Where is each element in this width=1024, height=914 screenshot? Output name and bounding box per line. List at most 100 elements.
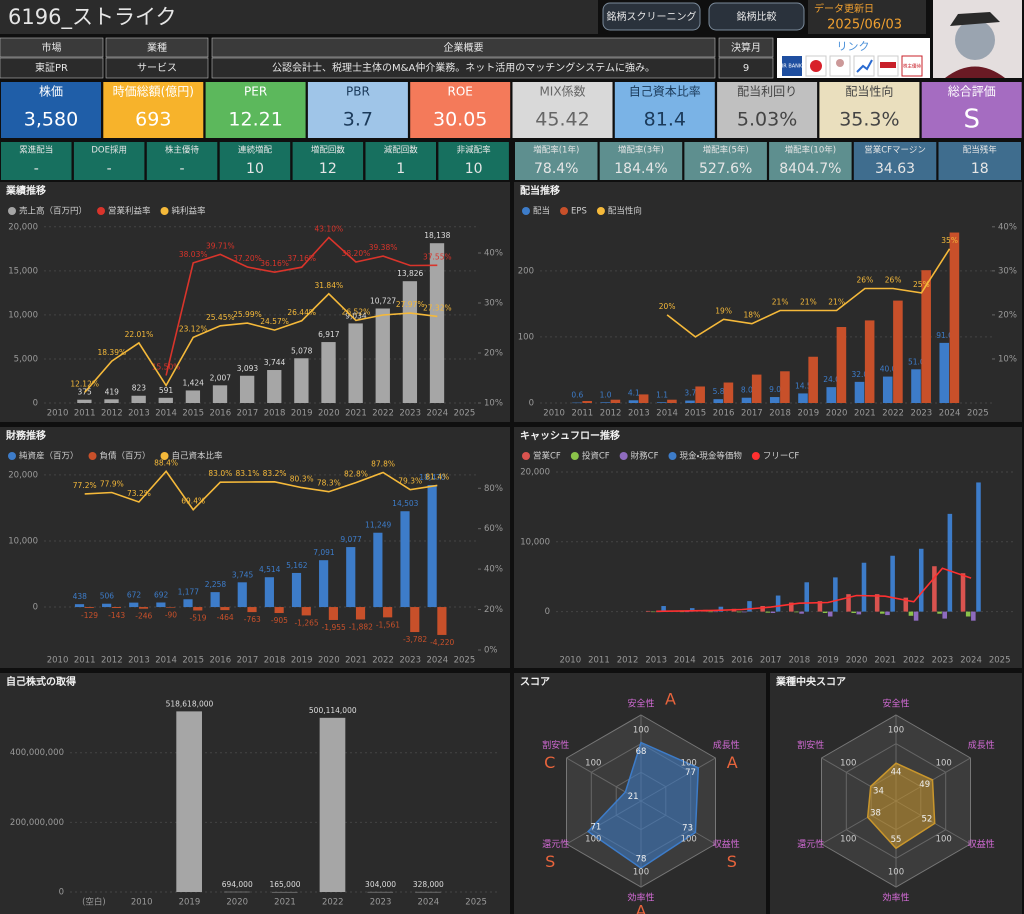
y-tick-label: 0 — [545, 607, 550, 617]
bar — [348, 323, 363, 403]
radar-value-label: 78 — [636, 855, 647, 865]
bar — [780, 371, 790, 403]
stat-value: - — [180, 161, 185, 177]
bar-value-label: 694,000 — [222, 880, 253, 889]
screening-button[interactable] — [602, 2, 701, 31]
radar-tick-label: 100 — [936, 759, 952, 769]
radar-axis-label: 効率性 — [627, 892, 654, 904]
bar — [267, 370, 282, 403]
legend-label: 配当性向 — [608, 206, 642, 217]
chart-title: 自己株式の取得 — [6, 675, 76, 688]
legend-label: 自己資本比率 — [172, 451, 224, 462]
stat-card — [853, 142, 937, 180]
bar-value-label: -143 — [108, 611, 125, 620]
line-value-label: 18.39% — [98, 348, 127, 357]
bar — [77, 399, 92, 403]
kpi-label: 配当性向 — [845, 84, 893, 99]
bar-value-label: 304,000 — [365, 880, 396, 889]
stat-label: 連続増配 — [238, 145, 273, 156]
bar — [864, 320, 875, 403]
bar — [804, 582, 810, 612]
line-value-label: 37.16% — [287, 254, 316, 263]
y-tick-label: 200,000,000 — [10, 818, 64, 828]
bar — [861, 562, 867, 612]
bar — [679, 611, 685, 613]
line — [656, 567, 972, 613]
radar-axis-label: 収益性 — [968, 838, 995, 850]
screening-button-label[interactable]: 銘柄スクリーニング — [607, 10, 697, 23]
legend-marker — [619, 452, 628, 460]
x-tick-label: 2017 — [237, 409, 259, 419]
bar-value-label: 4.1 — [628, 388, 640, 397]
bar-value-label: 10,727 — [370, 297, 396, 306]
kabutan-mark — [810, 60, 822, 72]
bar — [794, 611, 799, 613]
kpi-label: ROE — [448, 85, 473, 99]
bar — [367, 891, 394, 893]
avatar — [933, 0, 1022, 78]
bar-value-label: 6,917 — [318, 330, 340, 339]
line-value-label: 37.55% — [423, 252, 452, 261]
kpi-card — [307, 82, 408, 138]
avatar-hat — [950, 12, 1000, 26]
x-tick-label: 2024 — [426, 409, 448, 419]
bar-value-label: -3,782 — [403, 635, 427, 644]
bar — [375, 308, 390, 403]
x-tick-label: 2025 — [967, 409, 989, 419]
bar-value-label: -519 — [190, 613, 207, 622]
compare-button-label[interactable]: 銘柄比較 — [737, 10, 777, 23]
radar-axis-label: 効率性 — [882, 892, 909, 904]
update-label: データ更新日 — [814, 2, 874, 15]
bar — [949, 232, 960, 403]
bar — [718, 606, 724, 612]
yutai-icon-label[interactable]: 株主優待 — [903, 63, 921, 70]
x-tick-label: 2018 — [788, 656, 810, 666]
irbank-icon-label[interactable]: IR BANK — [782, 64, 803, 70]
x-tick-label: 2017 — [741, 409, 763, 419]
legend-label: 現金・現金等価物 — [679, 451, 742, 462]
kpi-value: 693 — [135, 109, 171, 131]
x-tick-label: 2019 — [291, 409, 313, 419]
radar-value-label: 55 — [891, 835, 902, 845]
compare-button[interactable] — [708, 2, 805, 31]
bar — [713, 399, 724, 403]
line-value-label: 26.52% — [342, 307, 371, 316]
bar — [437, 607, 447, 635]
bar-value-label: 518,618,000 — [166, 699, 214, 708]
yutai-icon[interactable] — [901, 55, 923, 77]
y2-tick-label: 10% — [484, 399, 503, 409]
line-value-label: 87.8% — [371, 459, 395, 468]
line-value-label: 21% — [800, 298, 817, 307]
x-tick-label: 2021 — [345, 409, 367, 419]
bar — [808, 356, 818, 403]
chart-title: 業種中央スコア — [775, 675, 846, 688]
kpi-label: MIX係数 — [539, 84, 585, 99]
bar — [415, 891, 441, 893]
info-value: 9 — [743, 63, 749, 74]
x-tick-label: 2025 — [989, 656, 1011, 666]
bar-value-label: 500,114,000 — [309, 706, 357, 715]
bar-value-label: 9,077 — [340, 535, 362, 544]
bar — [921, 270, 931, 403]
radar-area — [866, 762, 936, 850]
bar-value-label: -464 — [217, 613, 234, 622]
radar-grade: S — [727, 852, 737, 871]
line-value-label: 21% — [772, 298, 789, 307]
info-label: 業種 — [147, 41, 167, 54]
irbank-icon[interactable] — [782, 56, 802, 76]
line-value-label: 21% — [828, 298, 845, 307]
line-value-label: 15.50% — [152, 363, 181, 372]
bar — [193, 607, 203, 611]
info-header-cell — [0, 37, 104, 58]
radar-value-label: 77 — [685, 768, 696, 778]
bar-value-label: -246 — [135, 612, 152, 621]
x-tick-label: 2017 — [237, 656, 259, 666]
line-value-label: 77.9% — [100, 479, 124, 488]
legend-marker — [522, 452, 530, 460]
x-tick-label: 2014 — [155, 409, 177, 419]
radar-value-label: 68 — [636, 747, 647, 757]
bar — [131, 395, 146, 403]
line-value-label: 27.97% — [396, 300, 425, 309]
radar-axis-label: 安全性 — [627, 698, 654, 710]
